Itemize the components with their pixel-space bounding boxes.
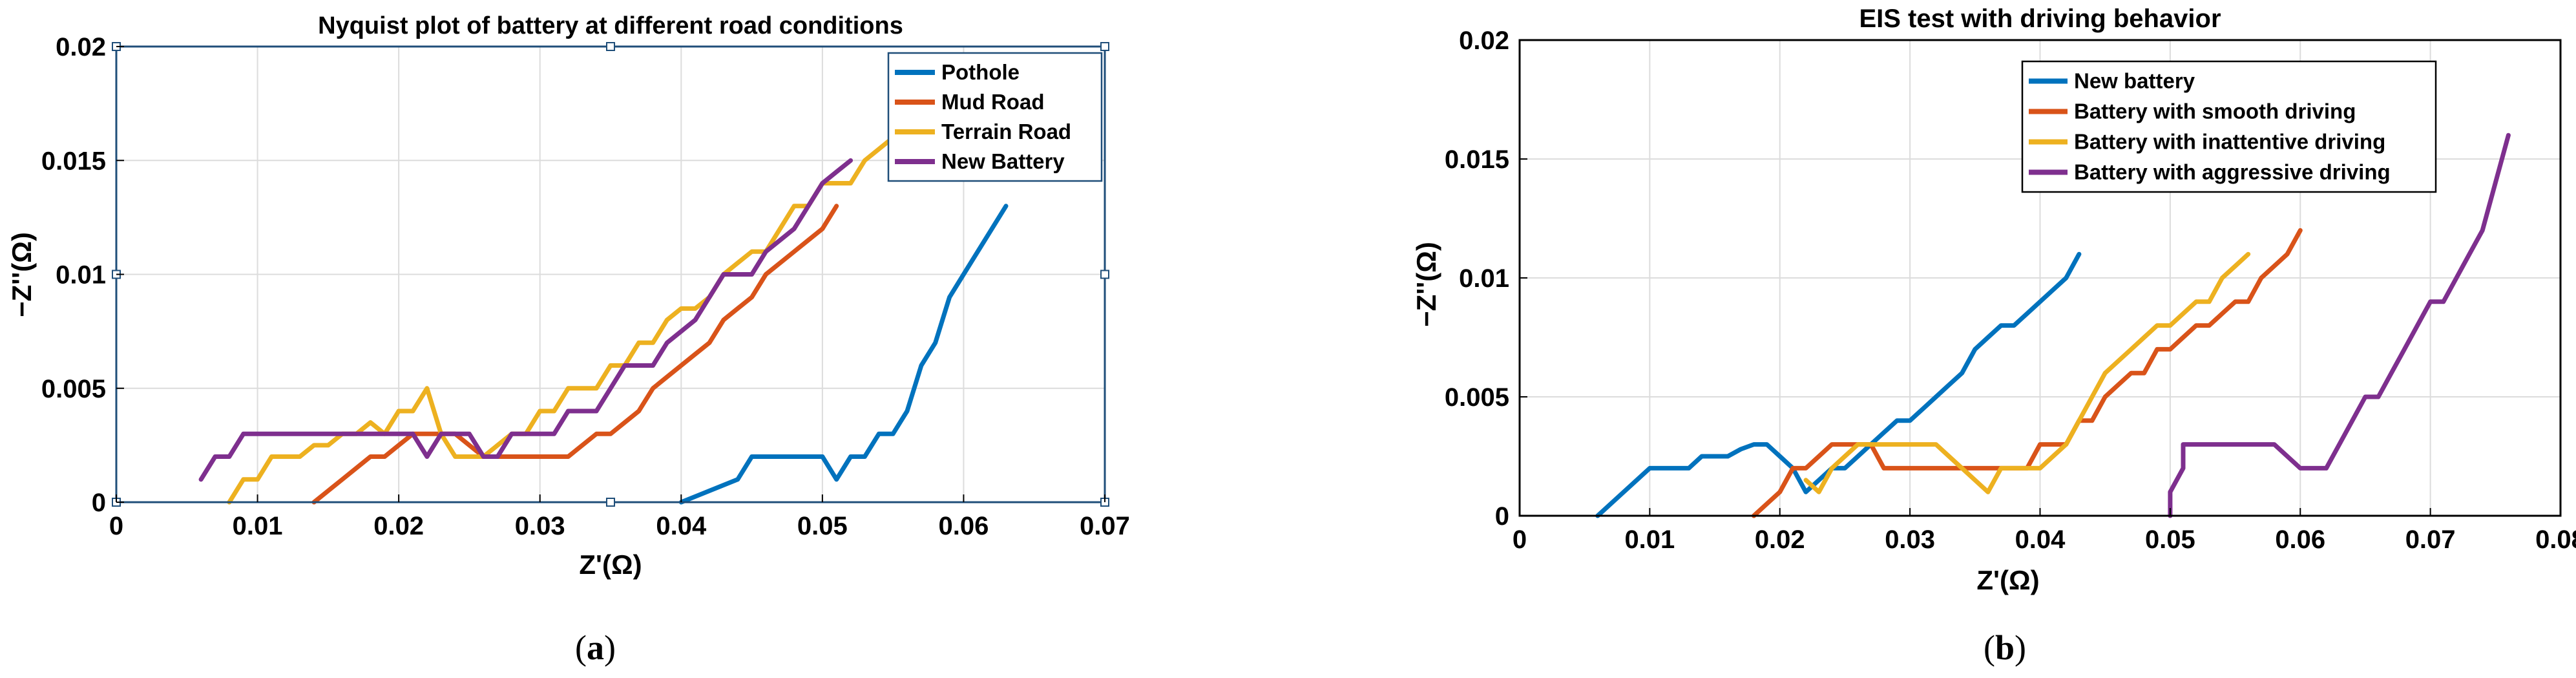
x-tick-label: 0.02: [373, 512, 424, 540]
series-line-3: [227, 135, 895, 505]
x-tick-label: 0: [109, 512, 123, 540]
y-axis-label: −Z''(Ω): [1411, 242, 1441, 327]
x-tick-label: 0.02: [1755, 525, 1805, 554]
legend-label: New battery: [2074, 69, 2195, 93]
chart-panel-b: 0 0.01 0.02 0.03 0.04 0.05 0.06 0.07 0.08 0 0.005 0…: [1411, 5, 2576, 667]
x-tick-label: 0.07: [2405, 525, 2456, 554]
y-tick-label: 0.01: [1459, 264, 1509, 293]
selection-handle: [1100, 42, 1109, 51]
x-tick-label: 0.05: [797, 512, 848, 540]
x-tick-label: 0: [1513, 525, 1527, 554]
x-tick-label: 0.07: [1080, 512, 1130, 540]
selection-handle: [606, 42, 615, 51]
series-line-3: [1803, 251, 2251, 494]
series-line-4: [198, 158, 853, 482]
y-tick-label: 0: [92, 489, 106, 517]
x-tick-label: 0.06: [2275, 525, 2325, 554]
series-line-1: [678, 204, 1009, 505]
x-axis-label: Z'(Ω): [579, 549, 642, 580]
legend-label: Battery with aggressive driving: [2074, 160, 2391, 184]
y-tick-label: 0.02: [56, 33, 106, 61]
chart-title: EIS test with driving behavior: [1859, 5, 2221, 33]
legend-label: Battery with smooth driving: [2074, 100, 2356, 123]
legend-label: Pothole: [941, 60, 1020, 84]
series-line-4: [2168, 132, 2511, 518]
y-tick-label: 0.01: [56, 261, 106, 290]
series-line-2: [311, 204, 839, 505]
y-tick-label: 0.005: [41, 375, 106, 403]
legend-label: Terrain Road: [941, 120, 1071, 143]
selection-handle: [1100, 270, 1109, 279]
x-tick-label: 0.01: [233, 512, 283, 540]
x-tick-label: 0.04: [2015, 525, 2066, 554]
legend-label: New Battery: [941, 149, 1065, 173]
x-tick-label: 0.08: [2535, 525, 2576, 554]
x-tick-label: 0.04: [656, 512, 707, 540]
y-tick-label: 0.015: [41, 147, 106, 175]
figure-caption: (b): [1984, 628, 2026, 667]
chart-title: Nyquist plot of battery at different roa…: [318, 12, 903, 39]
y-axis-label: −Z''(Ω): [6, 232, 37, 317]
y-tick-label: 0.005: [1445, 383, 1509, 412]
y-tick-label: 0.02: [1459, 26, 1509, 55]
x-tick-label: 0.05: [2145, 525, 2195, 554]
y-tick-label: 0: [1495, 502, 1509, 531]
chart-panel-a: 0 0.01 0.02 0.03 0.04 0.05 0.06 0.07 0 0.005 0.01 0…: [6, 12, 1130, 667]
y-tick-label: 0.015: [1445, 145, 1509, 174]
x-tick-label: 0.03: [1885, 525, 1935, 554]
x-tick-label: 0.01: [1624, 525, 1675, 554]
series-line-1: [1595, 251, 2082, 518]
figure-caption: (a): [575, 628, 616, 667]
x-tick-label: 0.03: [515, 512, 565, 540]
legend-box: [2021, 60, 2437, 193]
series-line-2: [1752, 228, 2303, 518]
selection-handle: [606, 498, 615, 507]
x-tick-label: 0.06: [938, 512, 989, 540]
legend-label: Battery with inattentive driving: [2074, 130, 2385, 154]
legend-label: Mud Road: [941, 90, 1044, 114]
x-axis-label: Z'(Ω): [1976, 565, 2039, 595]
